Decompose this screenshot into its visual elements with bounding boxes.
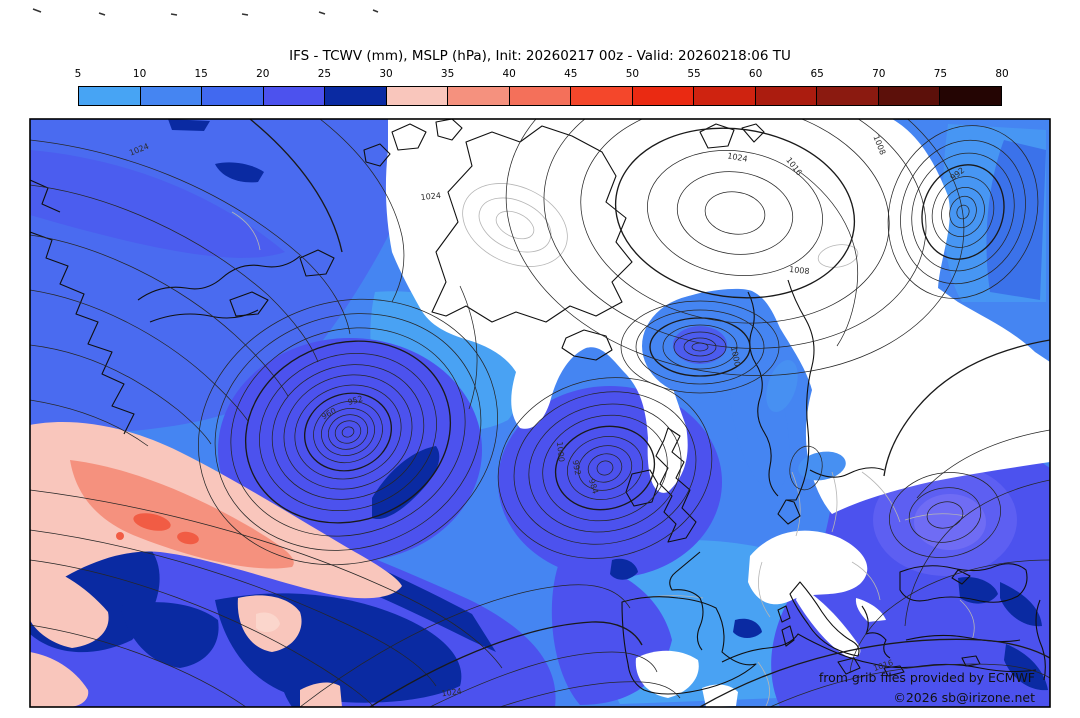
colorbar-cell	[694, 87, 756, 105]
chart-title: IFS - TCWV (mm), MSLP (hPa), Init: 20260…	[289, 48, 791, 64]
dry-white-regions	[385, 119, 1050, 707]
colorbar-cell	[386, 87, 449, 105]
attribution-line2: ©2026 sb@irizone.net	[893, 690, 1035, 705]
isobar-label: 1008	[789, 265, 810, 276]
colorbar-cell	[325, 87, 387, 105]
map-border	[29, 118, 1051, 708]
colorbar-cells	[78, 86, 1002, 106]
colorbar-tick: 10	[132, 68, 147, 80]
coastlines-layer	[30, 119, 1046, 695]
isobar-label: 1000	[729, 346, 742, 368]
isobar-label: 1024	[420, 191, 441, 202]
salmon-region	[30, 422, 402, 707]
colorbar-cell	[202, 87, 264, 105]
colorbar-tick: 80	[995, 68, 1009, 80]
colorbar-tick: 35	[440, 68, 455, 80]
attribution-line1: from grib files provided by ECMWF	[818, 670, 1035, 685]
isobars-layer	[30, 119, 1050, 707]
colorbar-cell	[140, 87, 203, 105]
colorbar-tick: 55	[687, 68, 701, 80]
colorbar-ticks: 5 10 15 20 25 30 35 40 45 50 55 60 65 70 75 80	[74, 68, 1009, 82]
isobar-label: 992	[571, 459, 583, 476]
colorbar-cell	[263, 87, 326, 105]
tcwv-shading-layer	[30, 119, 1050, 707]
colorbar-cell	[817, 87, 879, 105]
isobar-label: 984	[587, 478, 600, 495]
colorbar-tick: 75	[933, 68, 948, 80]
colorbar-tick: 70	[872, 68, 886, 80]
colorbar-cell	[79, 87, 141, 105]
isobar-label: 1024	[727, 151, 749, 163]
colorbar-cell	[755, 87, 818, 105]
isobar-label: 952	[347, 394, 364, 407]
colorbar-cell	[632, 87, 695, 105]
colorbar-cell	[509, 87, 572, 105]
colorbar-tick: 20	[256, 68, 270, 80]
isobar-label: 1000	[555, 441, 566, 462]
colorbar-cell	[571, 87, 633, 105]
colorbar-tick: 30	[379, 68, 393, 80]
colorbar-tick: 50	[625, 68, 640, 80]
colorbar-tick: 25	[317, 68, 332, 80]
isobar-label: 1024	[441, 687, 462, 699]
colorbar-cell	[940, 87, 1001, 105]
colorbar-tick: 5	[74, 68, 82, 80]
colorbar-cell	[448, 87, 510, 105]
top-edge-artifacts	[32, 8, 379, 16]
colorbar-tick: 45	[564, 68, 578, 80]
colorbar-tick: 60	[748, 68, 763, 80]
colorbar-tick: 15	[194, 68, 208, 80]
colorbar-tick: 40	[502, 68, 516, 80]
colorbar-tick: 65	[810, 68, 824, 80]
colorbar-cell	[878, 87, 941, 105]
